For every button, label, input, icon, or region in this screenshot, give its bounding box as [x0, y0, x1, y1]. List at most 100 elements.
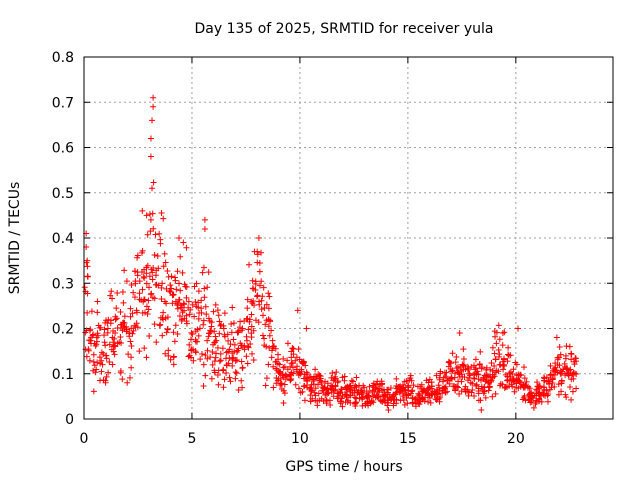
data-point [449, 367, 456, 374]
data-point [359, 396, 366, 403]
data-point [160, 263, 167, 270]
data-point [180, 239, 187, 246]
data-point [189, 301, 196, 308]
data-point [517, 372, 524, 379]
data-point [231, 341, 238, 348]
y-tick-label: 0.7 [52, 95, 74, 111]
data-point [143, 354, 150, 361]
data-point [540, 390, 547, 397]
data-point [437, 394, 444, 401]
data-point [81, 284, 88, 291]
data-point [90, 367, 97, 374]
data-point [387, 384, 394, 391]
data-point [202, 372, 209, 379]
data-point [292, 381, 299, 388]
data-point [112, 313, 119, 320]
data-point [112, 330, 119, 337]
data-point [136, 290, 143, 297]
data-point [485, 387, 492, 394]
data-point [129, 330, 136, 337]
data-point [162, 350, 169, 357]
data-point [555, 391, 562, 398]
data-point [353, 374, 360, 381]
data-point [208, 375, 215, 382]
data-point [168, 273, 175, 280]
data-point [493, 340, 500, 347]
data-point [127, 313, 134, 320]
data-point [205, 315, 212, 322]
data-point [458, 367, 465, 374]
data-point [110, 339, 117, 346]
data-point [461, 386, 468, 393]
data-point [124, 379, 131, 386]
data-point [471, 393, 478, 400]
data-point [204, 284, 211, 291]
data-point [141, 309, 148, 316]
data-point [478, 365, 485, 372]
data-point [495, 322, 502, 329]
data-point [113, 315, 120, 322]
data-point [181, 315, 188, 322]
data-point [266, 293, 273, 300]
data-point [301, 382, 308, 389]
data-point [260, 312, 267, 319]
data-point [204, 337, 211, 344]
data-point [141, 274, 148, 281]
data-point [552, 368, 559, 375]
data-point [449, 350, 456, 357]
data-point [245, 326, 252, 333]
data-point [290, 345, 297, 352]
data-point [109, 295, 116, 302]
data-point [491, 350, 498, 357]
data-point [549, 376, 556, 383]
data-point [505, 344, 512, 351]
data-point [180, 307, 187, 314]
data-point [214, 371, 221, 378]
data-point [536, 383, 543, 390]
data-point [143, 303, 150, 310]
data-point [492, 356, 499, 363]
data-point [176, 296, 183, 303]
data-point [427, 399, 434, 406]
data-point [174, 331, 181, 338]
data-point [543, 387, 550, 394]
data-point [453, 365, 460, 372]
y-tick-label: 0.3 [52, 276, 74, 292]
data-point [147, 291, 154, 298]
data-point [258, 278, 265, 285]
data-point [247, 341, 254, 348]
data-point [263, 375, 270, 382]
data-point [210, 308, 217, 315]
data-point [244, 305, 251, 312]
data-point [169, 300, 176, 307]
data-point [444, 388, 451, 395]
y-tick-label: 0.8 [52, 50, 74, 66]
data-point [567, 383, 574, 390]
data-point [262, 321, 269, 328]
data-point [297, 389, 304, 396]
data-point [489, 344, 496, 351]
data-point [134, 252, 141, 259]
data-point [141, 345, 148, 352]
data-point [414, 383, 421, 390]
data-point [268, 327, 275, 334]
data-point [419, 396, 426, 403]
data-point [462, 366, 469, 373]
data-point [191, 313, 198, 320]
data-point [108, 288, 115, 295]
data-point [338, 386, 345, 393]
data-point [480, 375, 487, 382]
data-point [499, 330, 506, 337]
data-point [307, 392, 314, 399]
data-point [128, 364, 135, 371]
data-point [536, 389, 543, 396]
data-point [114, 289, 121, 296]
data-point [510, 366, 517, 373]
data-point [502, 384, 509, 391]
data-point [250, 327, 257, 334]
data-point [83, 353, 90, 360]
data-point [318, 379, 325, 386]
data-point [239, 364, 246, 371]
data-point [414, 397, 421, 404]
data-point [158, 296, 165, 303]
